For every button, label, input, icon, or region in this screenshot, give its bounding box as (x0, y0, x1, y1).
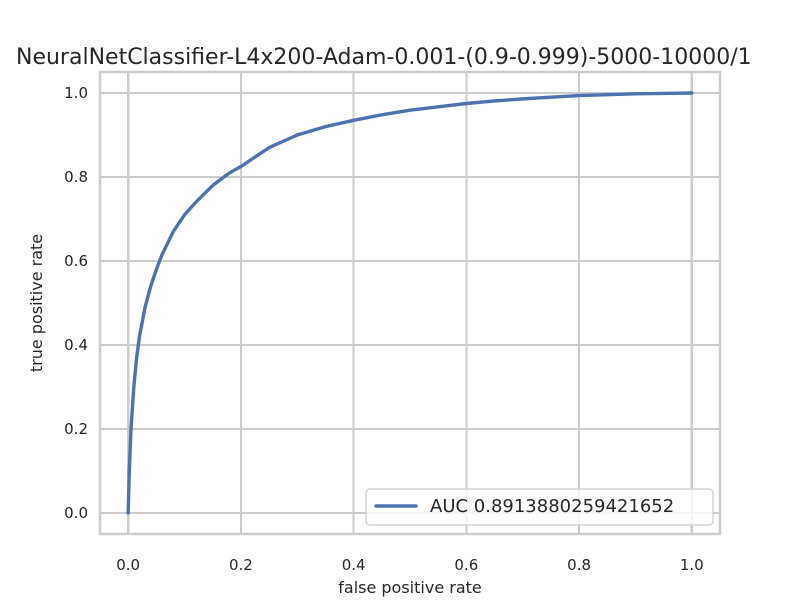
x-tick-label: 0.4 (342, 556, 366, 574)
x-tick-label: 0.8 (567, 556, 591, 574)
y-tick-label: 0.6 (64, 252, 88, 270)
y-tick-label: 0.0 (64, 504, 88, 522)
x-tick-label: 0.6 (454, 556, 478, 574)
y-tick-label: 0.8 (64, 168, 88, 186)
legend-label: AUC 0.8913880259421652 (430, 496, 674, 517)
x-tick-label: 0.2 (229, 556, 253, 574)
x-tick-label: 0.0 (116, 556, 140, 574)
y-tick-label: 0.2 (64, 420, 88, 438)
y-axis-label: true positive rate (27, 234, 46, 372)
x-tick-labels: 0.0 0.2 0.4 0.6 0.8 1.0 (116, 556, 703, 574)
plot-frame (98, 70, 722, 536)
legend-box (365, 488, 714, 526)
y-tick-label: 0.4 (64, 336, 88, 354)
roc-curve-line (126, 91, 694, 515)
series-layer (126, 91, 694, 515)
x-tick-label: 1.0 (680, 556, 704, 574)
legend: AUC 0.8913880259421652 (365, 488, 714, 526)
grid-layer (100, 72, 720, 534)
x-axis-label: false positive rate (338, 578, 482, 597)
chart-title: NeuralNetClassifier-L4x200-Adam-0.001-(0… (16, 45, 752, 70)
y-tick-label: 1.0 (64, 84, 88, 102)
y-tick-labels: 0.0 0.2 0.4 0.6 0.8 1.0 (64, 84, 88, 522)
